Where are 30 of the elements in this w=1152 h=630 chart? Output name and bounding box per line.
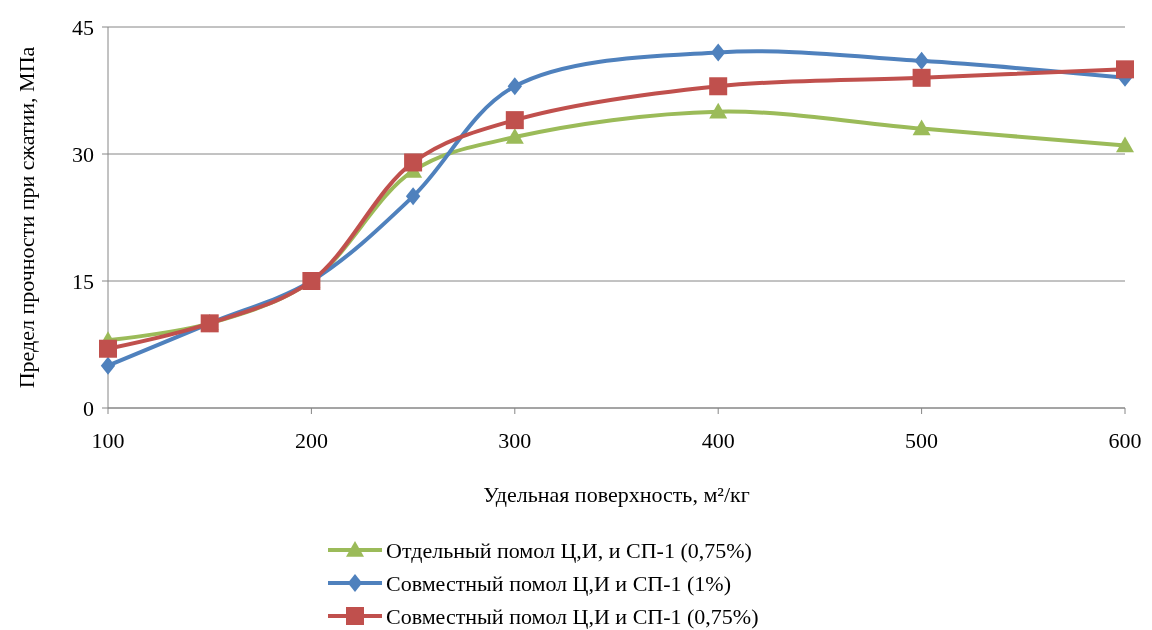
- y-tick-label: 0: [83, 396, 94, 421]
- point: [100, 356, 116, 375]
- x-tick-label: 200: [294, 428, 328, 453]
- legend-label: Совместный помол Ц,И и СП-1 (1%): [386, 571, 732, 596]
- point: [99, 339, 117, 358]
- point: [914, 51, 929, 70]
- point: [404, 153, 423, 172]
- point: [507, 77, 522, 96]
- x-tick-label: 100: [91, 428, 125, 453]
- x-tick-label: 600: [1108, 428, 1142, 453]
- point: [505, 111, 524, 130]
- legend-label: Отдельный помол Ц,И, и СП-1 (0,75%): [386, 538, 752, 563]
- point: [405, 187, 421, 206]
- point: [912, 119, 931, 136]
- x-tick-label: 400: [701, 428, 735, 453]
- x-tick-label: 500: [905, 428, 939, 453]
- point: [709, 77, 728, 96]
- point: [1116, 60, 1134, 79]
- x-axis-title: Удельная поверхность, м²/кг: [483, 482, 750, 507]
- point: [505, 128, 524, 144]
- legend-label: Совместный помол Ц,И и СП-1 (0,75%): [386, 604, 759, 629]
- y-tick-label: 45: [72, 15, 94, 40]
- y-axis-title: Предел прочности при сжатии, МПа: [14, 46, 39, 389]
- y-tick-label: 30: [72, 142, 94, 167]
- x-tick-label: 300: [498, 428, 532, 453]
- point: [1116, 136, 1134, 153]
- point: [912, 68, 931, 87]
- point: [711, 43, 726, 62]
- point: [709, 102, 728, 119]
- y-tick-label: 15: [72, 269, 94, 294]
